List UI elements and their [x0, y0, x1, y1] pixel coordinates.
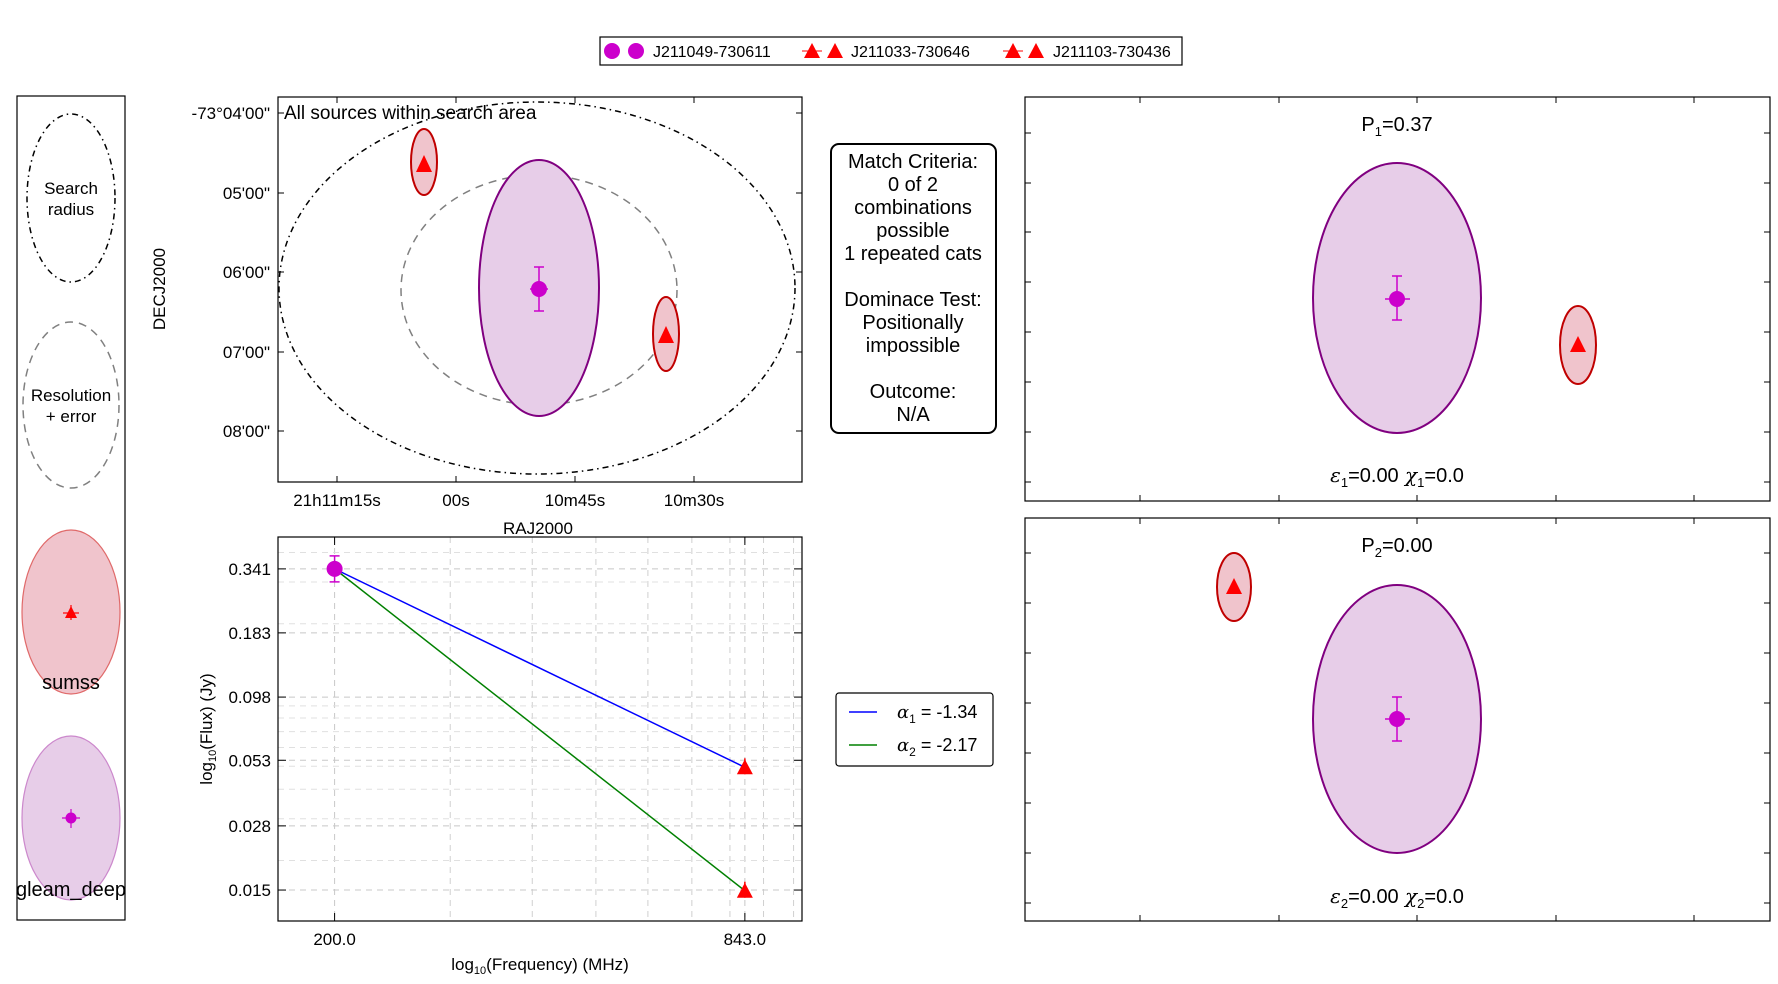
sky-ytick-label: 05'00": [223, 184, 270, 203]
circle-marker-icon: [530, 266, 548, 312]
sky-ytick-label: -73°04'00": [192, 104, 270, 123]
y-tick-label: 0.015: [228, 881, 271, 900]
combo-panel-2: P2=0.00 ε2=0.00 χ2=0.0: [1024, 517, 1771, 922]
resolution-swatch: [22, 321, 120, 489]
combo-2-stats: ε2=0.00 χ2=0.0: [1330, 884, 1464, 911]
triangle-marker-icon: [1226, 578, 1242, 594]
criteria-line: Positionally: [862, 312, 963, 334]
sed-legend-entry-2: α2 = -2.17: [849, 735, 977, 759]
sed-legend-label-1: α1 = -1.34: [897, 702, 977, 726]
sed-points: [326, 555, 753, 898]
x-tick-label: 843.0: [724, 930, 767, 949]
sky-ylabel: DECJ2000: [150, 248, 169, 330]
criteria-box: Match Criteria:0 of 2combinationspossibl…: [830, 143, 997, 434]
y-tick-label: 0.183: [228, 624, 271, 643]
criteria-line: 0 of 2: [888, 174, 938, 196]
sed-series: [334, 568, 746, 892]
criteria-line: Match Criteria:: [848, 151, 978, 173]
sky-panel: All sources within search area -73°04'00…: [150, 96, 803, 538]
sky-xtick-label: 10m30s: [664, 491, 724, 510]
sky-xlabel: RAJ2000: [503, 519, 573, 538]
series-line-2: [334, 568, 746, 892]
sky-ytick-label: 06'00": [223, 263, 270, 282]
sky-y-ticks: -73°04'00" 05'00" 06'00" 07'00" 08'00": [192, 104, 802, 441]
sky-xtick-label: 21h11m15s: [293, 491, 381, 510]
legend-entry-3: J211103-730436: [1003, 43, 1171, 61]
sed-plot-background: [278, 537, 802, 921]
resolution-label-line2: + error: [46, 407, 97, 426]
sed-x-ticks: 200.0 843.0: [313, 537, 766, 949]
gleam-label: gleam_deep: [16, 879, 126, 901]
legend-label-1: J211049-730611: [653, 44, 771, 61]
y-tick-label: 0.341: [228, 560, 271, 579]
search-radius-ellipse: [278, 101, 796, 475]
sky-x-ticks: 21h11m15s 00s 10m45s 10m30s: [293, 97, 724, 510]
criteria-line: possible: [876, 220, 949, 242]
sed-xlabel: log10(Frequency) (MHz): [451, 955, 629, 977]
combo-2-probability: P2=0.00: [1361, 535, 1432, 560]
triangle-marker-icon: [1570, 336, 1586, 352]
sky-plot-frame: [277, 96, 803, 483]
sky-annotation: All sources within search area: [284, 103, 537, 124]
data-point-triangle: [736, 881, 753, 898]
sky-ytick-label: 07'00": [223, 343, 270, 362]
criteria-line: Dominace Test:: [844, 289, 981, 311]
sky-ytick-label: 08'00": [223, 422, 270, 441]
sed-panel: 0.341 0.183 0.098 0.053 0.028 0.015 200.0 843.…: [197, 536, 803, 977]
criteria-box-frame: [830, 143, 997, 434]
combo-panel-1: P1=0.37 ε1=0.00 χ1=0.0: [1024, 96, 1771, 502]
combo-1-stats: ε1=0.00 χ1=0.0: [1330, 463, 1464, 490]
y-tick-label: 0.028: [228, 817, 271, 836]
sky-xtick-label: 10m45s: [545, 491, 605, 510]
criteria-line: N/A: [896, 404, 930, 426]
x-tick-label: 200.0: [313, 930, 356, 949]
top-legend: J211049-730611 J211033-730646 J211103-73…: [599, 36, 1183, 66]
sed-y-ticks: 0.341 0.183 0.098 0.053 0.028 0.015: [228, 560, 802, 900]
criteria-line: 1 repeated cats: [844, 243, 982, 265]
search-radius-label-line1: Search: [44, 179, 98, 198]
search-radius-label-line2: radius: [48, 200, 94, 219]
sed-legend-label-2: α2 = -2.17: [897, 735, 977, 759]
data-point-circle: [326, 555, 343, 583]
circle-marker-icon: [604, 43, 644, 59]
legend-entry-1: J211049-730611: [604, 43, 771, 61]
sed-legend-entry-1: α1 = -1.34: [849, 702, 977, 726]
criteria-line: Outcome:: [870, 381, 957, 403]
y-tick-label: 0.053: [228, 751, 271, 770]
resolution-label-line1: Resolution: [31, 386, 111, 405]
circle-marker-icon: [62, 809, 80, 828]
triangle-marker-icon: [63, 605, 79, 620]
circle-marker-icon: [1385, 275, 1410, 321]
triangle-marker-icon: [802, 43, 843, 58]
combo-1-probability: P1=0.37: [1361, 114, 1432, 139]
sed-grid: [278, 537, 802, 921]
sky-plot-area: [278, 101, 796, 475]
top-legend-frame: [599, 36, 1183, 66]
sed-legend: α1 = -1.34 α2 = -2.17: [835, 692, 994, 767]
criteria-line: combinations: [854, 197, 972, 219]
circle-marker-icon: [1385, 696, 1410, 742]
sumss-label: sumss: [42, 672, 100, 694]
criteria-line: impossible: [866, 335, 960, 357]
triangle-marker-icon: [658, 326, 674, 343]
legend-label-3: J211103-730436: [1053, 44, 1171, 61]
series-line-1: [334, 568, 746, 768]
combo-panel-2-ticks: [1025, 518, 1770, 921]
triangle-marker-icon: [1003, 43, 1044, 58]
legend-entry-2: J211033-730646: [802, 43, 970, 61]
data-point-triangle: [736, 758, 753, 775]
key-panel: Search radius Resolution + error sumss g…: [16, 95, 126, 921]
triangle-marker-icon: [416, 155, 432, 172]
search-radius-swatch: [26, 113, 116, 283]
sed-ylabel: log10(Flux) (Jy): [197, 673, 219, 784]
sky-xtick-label: 00s: [442, 491, 469, 510]
y-tick-label: 0.098: [228, 688, 271, 707]
legend-label-2: J211033-730646: [851, 44, 970, 61]
sed-plot-frame: [277, 536, 803, 922]
combo-panel-1-ticks: [1025, 97, 1770, 501]
